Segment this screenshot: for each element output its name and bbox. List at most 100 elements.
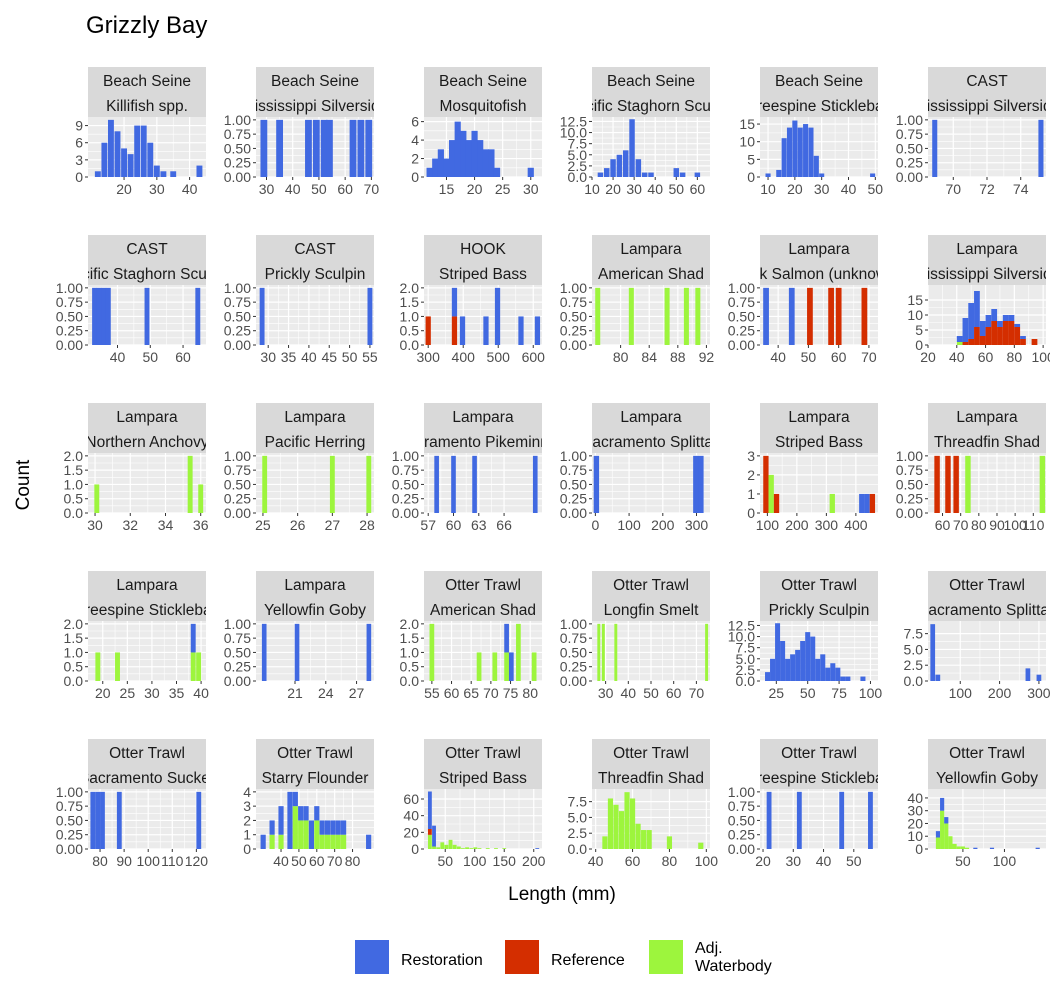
- y-tick-label: 0.5: [400, 323, 420, 339]
- y-tick-label: 0.25: [560, 323, 587, 339]
- x-tick-label: 10: [584, 181, 600, 197]
- y-tick-label: 0.25: [224, 155, 251, 171]
- x-tick-label: 50: [437, 853, 453, 869]
- bar: [314, 806, 320, 821]
- bar: [448, 839, 453, 849]
- facet-strip: [88, 403, 206, 453]
- bar: [952, 843, 957, 849]
- bar: [94, 171, 101, 177]
- facet-strip-method: Otter Trawl: [613, 745, 689, 762]
- x-tick-label: 80: [613, 349, 629, 365]
- y-tick-label: 2: [243, 812, 251, 828]
- legend-item: Reference: [505, 940, 625, 974]
- bar: [693, 455, 699, 513]
- bar: [367, 287, 373, 345]
- facet-strip: [424, 571, 542, 621]
- facet-strip: [256, 235, 374, 285]
- legend-swatch: [505, 940, 539, 974]
- facet-strip: [256, 403, 374, 453]
- y-tick-label: 0.25: [728, 827, 755, 843]
- x-tick-label: 70: [364, 181, 380, 197]
- facet-strip: [928, 67, 1046, 117]
- bar: [641, 172, 648, 177]
- bar: [483, 316, 489, 345]
- bar: [312, 119, 320, 177]
- facet-strip-method: Otter Trawl: [445, 745, 521, 762]
- bar: [773, 493, 780, 513]
- bar: [781, 138, 787, 177]
- bar: [835, 667, 841, 681]
- facet-panel: Otter Trawl Threespine Stickleback 0.000.2…: [728, 739, 878, 869]
- y-tick-label: 0.00: [728, 337, 755, 353]
- bar: [456, 846, 461, 849]
- y-tick-label: 0.75: [728, 798, 755, 814]
- x-tick-label: 80: [971, 517, 987, 533]
- y-tick-label: 40: [403, 808, 419, 824]
- bar: [775, 623, 781, 681]
- x-tick-label: 50: [142, 349, 158, 365]
- y-tick-label: 0: [747, 505, 755, 521]
- facet-panel: Lampara Yellowfin Goby 0.000.250.500.751.0…: [224, 571, 374, 701]
- bar: [341, 820, 347, 835]
- x-tick-label: 24: [318, 685, 334, 701]
- y-tick-label: 3: [747, 448, 755, 464]
- bar: [190, 652, 196, 681]
- y-tick-label: 4: [243, 784, 251, 800]
- bar: [763, 287, 769, 345]
- bar: [527, 167, 534, 177]
- facet-strip-species: Mississippi Silverside: [914, 266, 1050, 283]
- facet-strip-species: Threespine Stickleback: [739, 98, 899, 115]
- y-tick-label: 20: [403, 824, 419, 840]
- x-tick-label: 80: [1007, 349, 1023, 365]
- x-tick-label: 15: [439, 181, 455, 197]
- facet-strip-method: Otter Trawl: [949, 577, 1025, 594]
- y-tick-label: 1.0: [400, 644, 420, 660]
- bar: [997, 327, 1003, 345]
- bar: [930, 624, 936, 681]
- facet-panel: CAST Pacific Staghorn Sculpin 0.000.250.50…: [56, 235, 206, 365]
- bar: [945, 455, 951, 513]
- x-tick-label: 100: [756, 517, 780, 533]
- facet-panel: CAST Prickly Sculpin 0.000.250.500.751.00 3…: [224, 235, 378, 365]
- facet-strip-species: American Shad: [598, 266, 704, 283]
- bar: [813, 155, 819, 177]
- bar: [461, 848, 465, 849]
- facet-strip: [760, 67, 878, 117]
- bar: [705, 623, 709, 681]
- x-tick-label: 60: [309, 853, 325, 869]
- x-tick-label: 100: [949, 685, 973, 701]
- bar: [962, 342, 969, 345]
- x-tick-label: 40: [588, 853, 604, 869]
- facet-strip-method: Lampara: [620, 409, 682, 426]
- y-tick-label: 0.50: [224, 476, 251, 492]
- bar: [1020, 339, 1026, 345]
- bar: [465, 140, 473, 177]
- facet-strip: [424, 739, 542, 789]
- bar: [260, 119, 268, 177]
- y-tick-label: 2.5: [904, 657, 924, 673]
- facet-strip-method: Lampara: [284, 577, 346, 594]
- facet-strip-method: Beach Seine: [775, 73, 863, 90]
- y-tick-label: 1.00: [896, 448, 923, 464]
- bar: [314, 820, 320, 849]
- y-tick-label: 1.00: [224, 616, 251, 632]
- y-tick-label: 0.75: [896, 462, 923, 478]
- facet-strip: [760, 571, 878, 621]
- y-tick-label: 0.00: [56, 841, 83, 857]
- y-tick-label: 1.00: [224, 112, 251, 128]
- x-tick-label: 40: [273, 853, 289, 869]
- x-tick-label: 60: [337, 181, 353, 197]
- y-tick-label: 2.5: [568, 158, 588, 174]
- x-tick-label: 36: [193, 517, 209, 533]
- y-tick-label: 5: [747, 151, 755, 167]
- bar: [196, 165, 203, 177]
- bar: [494, 287, 501, 345]
- facet-strip-species: Mississippi Silverside: [242, 98, 388, 115]
- bar: [366, 623, 372, 681]
- bar: [308, 820, 315, 849]
- bar: [326, 119, 333, 177]
